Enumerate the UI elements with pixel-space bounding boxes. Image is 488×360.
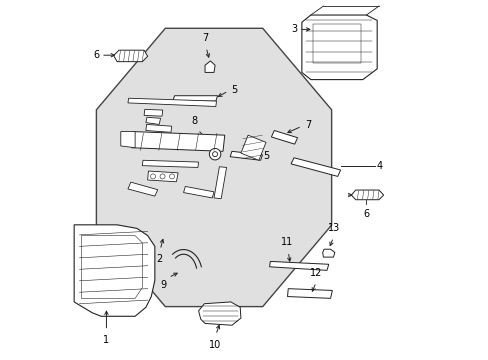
Text: 7: 7 [304, 121, 310, 130]
Text: 12: 12 [309, 267, 322, 278]
Text: 6: 6 [363, 209, 369, 219]
Text: 8: 8 [191, 116, 197, 126]
Text: 9: 9 [161, 280, 166, 291]
Text: 6: 6 [94, 50, 100, 60]
Polygon shape [230, 151, 262, 160]
Polygon shape [145, 117, 160, 125]
Polygon shape [301, 15, 376, 80]
Polygon shape [121, 132, 135, 148]
Polygon shape [96, 28, 331, 307]
Circle shape [212, 152, 217, 157]
Polygon shape [74, 225, 155, 316]
Polygon shape [204, 61, 215, 72]
Polygon shape [214, 167, 226, 199]
Polygon shape [241, 135, 265, 160]
Text: 5: 5 [230, 85, 237, 95]
Polygon shape [142, 160, 198, 167]
Polygon shape [271, 131, 297, 144]
Polygon shape [144, 109, 163, 116]
Polygon shape [351, 190, 383, 200]
Polygon shape [290, 158, 340, 176]
Text: 10: 10 [208, 339, 221, 350]
Text: 11: 11 [281, 237, 293, 247]
Text: 4: 4 [376, 161, 382, 171]
Polygon shape [322, 249, 334, 257]
Polygon shape [145, 125, 171, 132]
Polygon shape [198, 302, 241, 325]
Polygon shape [287, 289, 332, 298]
Text: 1: 1 [103, 335, 109, 345]
Polygon shape [113, 50, 147, 62]
Polygon shape [183, 186, 214, 198]
Text: 13: 13 [327, 223, 340, 233]
Polygon shape [128, 182, 158, 196]
Text: 3: 3 [290, 24, 296, 35]
Text: 7: 7 [202, 33, 208, 43]
Polygon shape [269, 261, 328, 270]
Polygon shape [147, 171, 178, 182]
Circle shape [209, 148, 221, 160]
Text: 2: 2 [156, 254, 163, 264]
Text: 5: 5 [263, 150, 269, 161]
Polygon shape [172, 96, 217, 101]
Polygon shape [128, 98, 216, 107]
Polygon shape [131, 132, 224, 151]
